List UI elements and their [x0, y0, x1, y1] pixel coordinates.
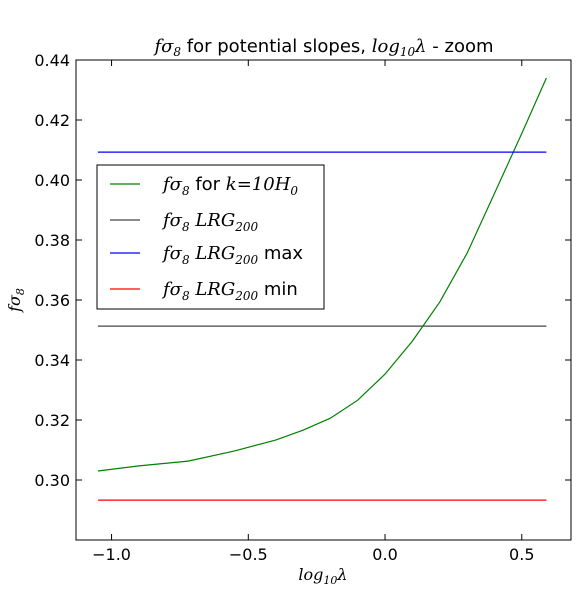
x-tick-label: 0.0: [372, 545, 397, 564]
y-axis-label: fσ8: [5, 288, 27, 313]
x-axis-label: log10λ: [298, 565, 347, 587]
y-tick-label: 0.40: [34, 171, 70, 190]
y-tick-label: 0.30: [34, 471, 70, 490]
y-tick-label: 0.38: [34, 231, 70, 250]
y-tick-label: 0.36: [34, 291, 70, 310]
series-layer: [97, 77, 547, 501]
legend-label-lrg200: fσ8 LRG200: [161, 210, 258, 234]
legend-label-k10H0: fσ8 for k=10H0: [161, 174, 298, 198]
series-line-k10H0: [97, 77, 547, 472]
y-tick-label: 0.42: [34, 111, 70, 130]
x-tick-label: −0.5: [229, 545, 268, 564]
legend-label-lrg200min: fσ8 LRG200 min: [161, 279, 298, 303]
legend: fσ8 for k=10H0 fσ8 LRG200 fσ8 LRG200 max fσ…: [96, 164, 325, 310]
legend-items: fσ8 for k=10H0 fσ8 LRG200 fσ8 LRG200 max fσ…: [110, 174, 303, 303]
y-tick-label: 0.32: [34, 411, 70, 430]
legend-label-lrg200max: fσ8 LRG200 max: [161, 243, 303, 267]
x-tick-label: −1.0: [92, 545, 131, 564]
chart-title: fσ8 for potential slopes, log10λ - zoom: [152, 36, 493, 59]
legend-box: [96, 164, 325, 310]
y-tick-label: 0.34: [34, 351, 70, 370]
x-tick-label: 0.5: [509, 545, 534, 564]
y-tick-label: 0.44: [34, 51, 70, 70]
tick-layer: −1.0 −0.5 0.0 0.5 0.30 0.32 0.34 0.36 0.38 0.40 0.…: [34, 51, 571, 564]
